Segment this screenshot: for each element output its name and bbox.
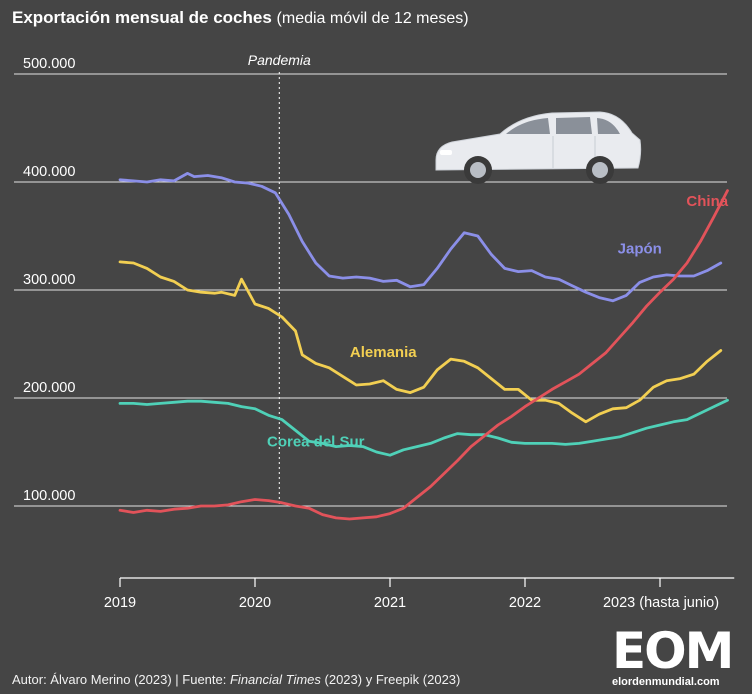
y-tick-label: 500.000: [23, 56, 75, 72]
series-line-china: [118, 189, 729, 521]
series-line-alemania: [118, 260, 723, 424]
car-windows: [506, 117, 620, 134]
y-tick-label: 300.000: [23, 272, 75, 288]
logo-mark: EOM: [612, 622, 734, 680]
series-label-alemania: Alemania: [350, 344, 417, 361]
logo-site: elordenmundial.com: [612, 676, 720, 688]
series-labels: Japón Alemania Corea del Sur China: [267, 193, 729, 451]
x-tick-label: 2019: [104, 595, 136, 611]
eom-logo: EOM elordenmundial.com: [612, 626, 744, 688]
series-label-jap-n: Japón: [618, 240, 662, 257]
footer-author: Autor: Álvaro Merino (2023) | Fuente:: [12, 672, 230, 687]
y-tick-label: 400.000: [23, 164, 75, 180]
series-line-corea-del-sur: [118, 398, 729, 457]
x-tick-label: 2021: [374, 595, 406, 611]
footer-source-rest: (2023) y Freepik (2023): [320, 672, 461, 687]
car-hub-front: [470, 162, 486, 178]
car-hub-rear: [592, 162, 608, 178]
y-tick-label: 100.000: [23, 488, 75, 504]
car-illustration: [435, 111, 642, 184]
x-tick-label: 2020: [239, 595, 271, 611]
source-footer: Autor: Álvaro Merino (2023) | Fuente: Fi…: [12, 672, 460, 687]
x-tick-label: 2022: [509, 595, 541, 611]
chart-title: Exportación mensual de coches: [12, 8, 272, 27]
pandemic-annotation: Pandemia: [248, 52, 311, 506]
series-lines: [118, 172, 729, 521]
x-tick-label: 2023 (hasta junio): [603, 595, 719, 611]
series-label-corea-del-sur: Corea del Sur: [267, 434, 365, 451]
series-label-china: China: [686, 193, 728, 210]
series-line-jap-n: [118, 172, 723, 303]
y-axis-ticks: 100.000 200.000 300.000 400.000 500.000: [23, 56, 75, 504]
chart-title-block: Exportación mensual de coches (media móv…: [12, 8, 469, 28]
footer-source-ft: Financial Times: [229, 672, 321, 687]
pandemic-label: Pandemia: [248, 52, 311, 68]
car-headlight: [440, 150, 452, 155]
y-tick-label: 200.000: [23, 380, 75, 396]
x-axis: 2019 2020 2021 2022 2023 (hasta junio): [104, 577, 735, 611]
chart-subtitle: (media móvil de 12 meses): [276, 10, 469, 27]
